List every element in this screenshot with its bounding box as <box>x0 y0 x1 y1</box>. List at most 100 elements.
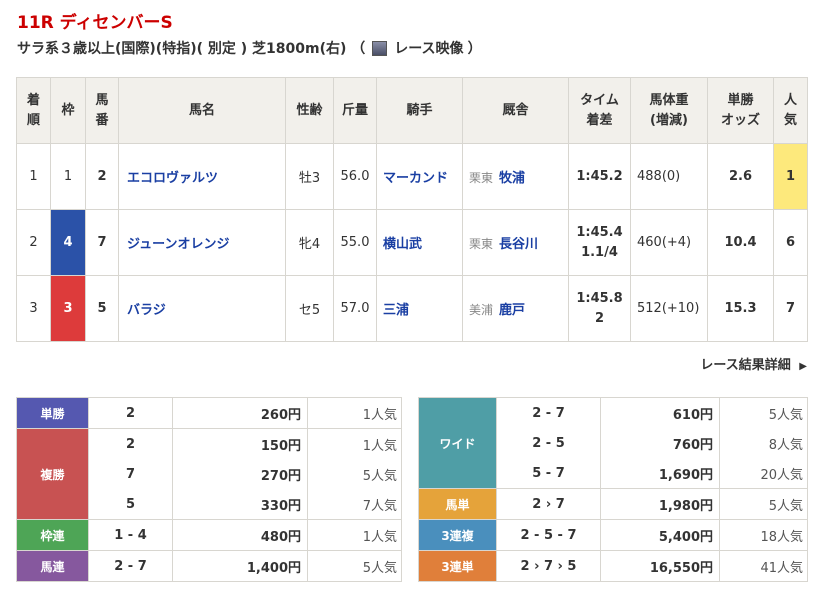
payout-popularity: 8人気 <box>719 428 808 458</box>
payout-row: 5 330円 7人気 <box>17 489 402 520</box>
header-cell: 着 順 <box>16 77 51 144</box>
weight: 56.0 <box>333 143 377 210</box>
combination: 2 › 7 › 5 <box>496 550 601 582</box>
trainer-link[interactable]: 長谷川 <box>499 237 539 252</box>
bet-type-label: 3連複 <box>418 519 497 551</box>
video-icon[interactable] <box>372 40 388 56</box>
table-row: 3 3 5 バラジ セ5 57.0 三浦 美浦 鹿戸 1:45.8 2 512(+1… <box>16 275 808 342</box>
waku: 4 <box>50 209 86 276</box>
combination: 7 <box>88 459 173 489</box>
combination: 2 <box>88 428 173 459</box>
payout-row: 7 270円 5人気 <box>17 459 402 489</box>
table-row: 2 4 7 ジューンオレンジ 牝4 55.0 横山武 栗東 長谷川 1:45.4 1… <box>16 209 808 276</box>
trainer-link[interactable]: 牧浦 <box>499 171 526 186</box>
waku: 3 <box>50 275 86 342</box>
payout-row: 2 - 5 760円 8人気 <box>419 428 808 458</box>
body-weight: 460(+4) <box>630 209 708 276</box>
header-cell: 馬名 <box>118 77 286 144</box>
results-table: 着 順枠馬 番馬名 性齢 斤量 騎手 厩舎 タイム 着差 馬体重 (増減) 単勝 オッズ人 気… <box>16 77 808 342</box>
header-cell: 斤量 <box>333 77 377 144</box>
payout-amount: 150円 <box>172 428 308 459</box>
time: 1:45.2 <box>576 168 623 184</box>
payout-popularity: 1人気 <box>307 428 402 459</box>
bet-type-label: 馬連 <box>16 550 89 582</box>
payout-table-left: 単勝 2 260円 1人気 複勝 2 150円 1人気 7 270円 5人気 5 330円… <box>16 397 402 582</box>
weight: 55.0 <box>333 209 377 276</box>
margin: 2 <box>594 310 605 326</box>
popularity: 1 <box>773 143 808 210</box>
sex-age: 牝4 <box>285 209 334 276</box>
bet-type-label: ワイド <box>418 397 497 489</box>
odds: 10.4 <box>707 209 774 276</box>
weight: 57.0 <box>333 275 377 342</box>
popularity: 7 <box>773 275 808 342</box>
payout-row: 3連単 2 › 7 › 5 16,550円 41人気 <box>418 550 808 582</box>
bet-type-label: 3連単 <box>418 550 497 582</box>
rank: 2 <box>16 209 51 276</box>
payout-amount: 5,400円 <box>600 519 720 551</box>
waku: 1 <box>50 143 86 210</box>
rank: 1 <box>16 143 51 210</box>
trainer-link[interactable]: 鹿戸 <box>499 303 526 318</box>
combination: 2 - 7 <box>496 397 601 428</box>
header-cell: 人 気 <box>773 77 808 144</box>
combination: 5 - 7 <box>496 458 601 489</box>
payout-row: 単勝 2 260円 1人気 <box>16 397 402 429</box>
header-cell: 単勝 オッズ <box>707 77 774 144</box>
header-cell: 厩舎 <box>462 77 569 144</box>
payout-row: 馬連 2 - 7 1,400円 5人気 <box>16 550 402 582</box>
region: 栗東 <box>469 171 494 185</box>
payout-table-right: ワイド 2 - 7 610円 5人気 2 - 5 760円 8人気 5 - 7 1,6… <box>418 397 808 582</box>
header-cell: タイム 着差 <box>568 77 631 144</box>
payout-row: 枠連 1 - 4 480円 1人気 <box>16 519 402 551</box>
jockey-link[interactable]: 横山武 <box>383 237 423 252</box>
bet-type-label: 複勝 <box>16 428 89 520</box>
payout-popularity: 41人気 <box>719 550 808 582</box>
payout-row: 複勝 2 150円 1人気 <box>16 428 402 520</box>
payout-row: ワイド 2 - 7 610円 5人気 <box>418 397 808 489</box>
combination: 2 <box>88 397 173 429</box>
jockey-link[interactable]: 三浦 <box>383 303 410 318</box>
conditions-text: サラ系３歳以上(国際)(特指)( 別定 ) 芝1800m(右) （ <box>17 41 366 57</box>
horse-number: 7 <box>85 209 119 276</box>
payout-row: 馬単 2 › 7 1,980円 5人気 <box>418 488 808 520</box>
region: 栗東 <box>469 237 494 251</box>
payout-amount: 330円 <box>172 489 308 520</box>
combination: 1 - 4 <box>88 519 173 551</box>
combination: 2 › 7 <box>496 488 601 520</box>
header-cell: 枠 <box>50 77 86 144</box>
table-row: 1 1 2 エコロヴァルツ 牡3 56.0 マーカンド 栗東 牧浦 1:45.2 … <box>16 143 808 210</box>
region: 美浦 <box>469 303 494 317</box>
payout-amount: 1,400円 <box>172 550 308 582</box>
time: 1:45.4 <box>576 224 623 240</box>
payout-popularity: 1人気 <box>307 397 402 429</box>
odds: 2.6 <box>707 143 774 210</box>
payout-amount: 16,550円 <box>600 550 720 582</box>
horse-name-link[interactable]: ジューンオレンジ <box>127 237 230 252</box>
payout-popularity: 5人気 <box>719 397 808 428</box>
header-cell: 騎手 <box>376 77 463 144</box>
combination: 2 - 5 - 7 <box>496 519 601 551</box>
payout-amount: 270円 <box>172 459 308 489</box>
combination: 2 - 5 <box>496 428 601 458</box>
jockey-link[interactable]: マーカンド <box>383 171 449 186</box>
horse-name-link[interactable]: エコロヴァルツ <box>127 171 219 186</box>
race-conditions: サラ系３歳以上(国際)(特指)( 別定 ) 芝1800m(右) （ レース映像 … <box>17 38 482 58</box>
horse-name-link[interactable]: バラジ <box>127 303 166 318</box>
payout-popularity: 1人気 <box>307 519 402 551</box>
close-paren: ） <box>467 41 482 57</box>
payout-popularity: 7人気 <box>307 489 402 520</box>
payout-popularity: 5人気 <box>307 550 402 582</box>
payout-popularity: 18人気 <box>719 519 808 551</box>
payout-amount: 1,690円 <box>600 458 720 489</box>
margin: 1.1/4 <box>581 244 618 260</box>
race-title: 11R ディセンバーS <box>17 13 173 33</box>
bet-type-label: 単勝 <box>16 397 89 429</box>
header-cell: 馬 番 <box>85 77 119 144</box>
payout-row: 3連複 2 - 5 - 7 5,400円 18人気 <box>418 519 808 551</box>
combination: 2 - 7 <box>88 550 173 582</box>
detail-label: レース結果詳細 <box>700 358 791 373</box>
payout-amount: 1,980円 <box>600 488 720 520</box>
race-video-link[interactable]: レース映像 <box>394 41 464 57</box>
race-detail-link[interactable]: レース結果詳細 ▶ <box>700 354 807 373</box>
